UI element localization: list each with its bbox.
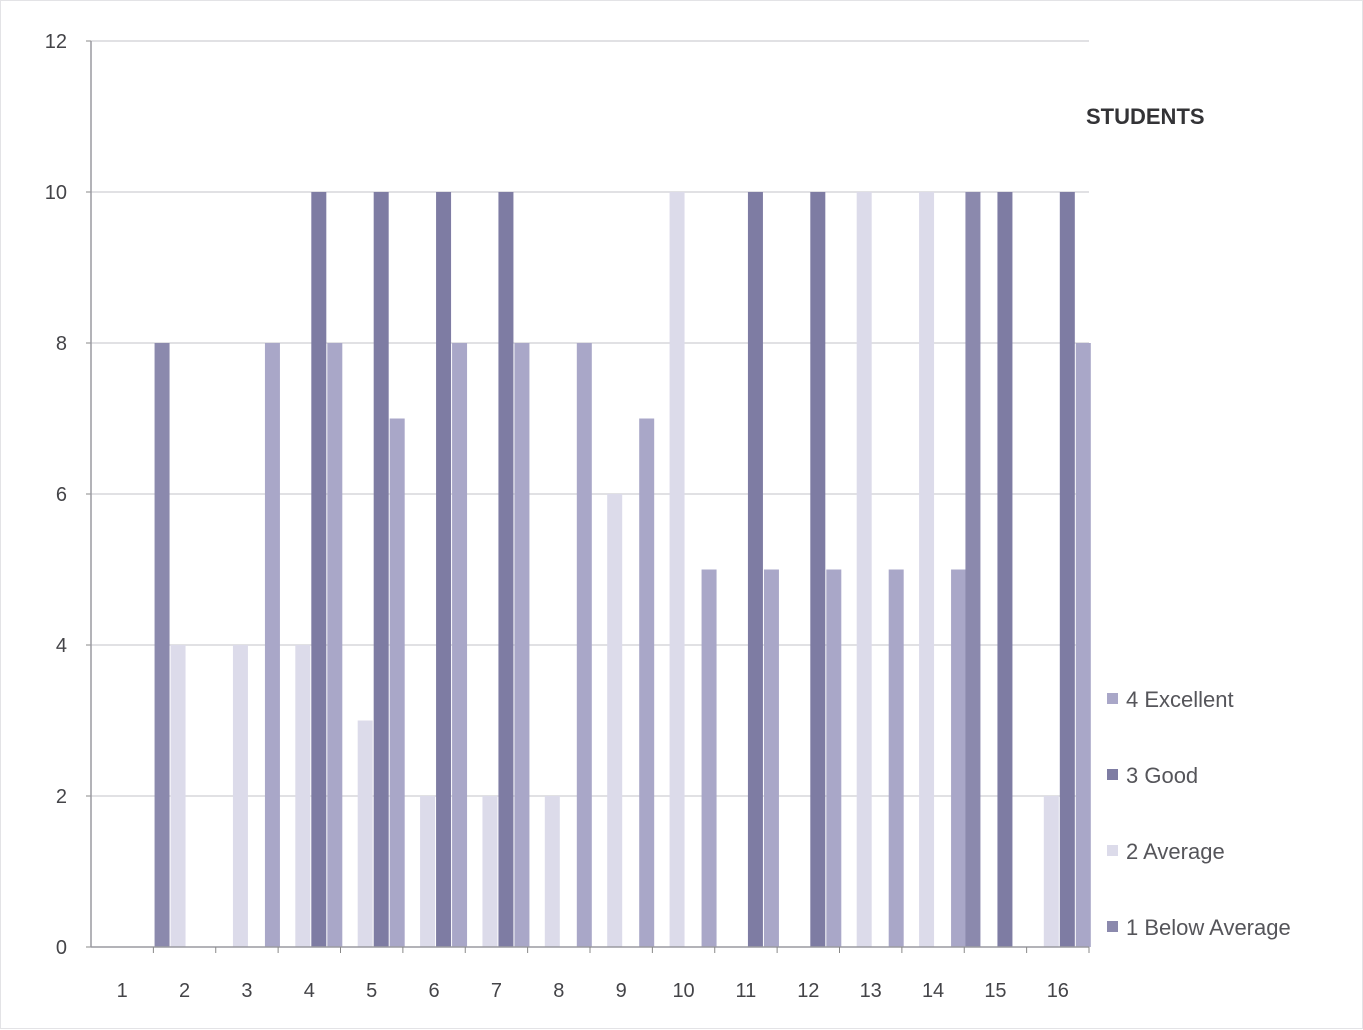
bars — [154, 192, 1091, 947]
x-tick-label: 9 — [616, 980, 627, 1002]
bar-4-excellent-3 — [264, 343, 280, 947]
y-tick-label: 2 — [56, 786, 67, 808]
y-tick-label: 10 — [45, 182, 67, 204]
x-tick-label: 2 — [179, 980, 190, 1002]
bar-2-average-16 — [1043, 796, 1059, 947]
bar-3-good-6 — [436, 192, 452, 947]
bar-4-excellent-6 — [452, 343, 468, 947]
x-tick-label: 11 — [736, 980, 757, 1002]
bar-2-average-6 — [420, 796, 436, 947]
x-tick-label: 6 — [429, 980, 440, 1002]
bar-2-average-9 — [607, 494, 623, 947]
bar-3-good-15 — [997, 192, 1013, 947]
x-tick-label: 15 — [984, 980, 1006, 1002]
x-tick-labels: 1 2 3 4 5 6 7 8 9 10 11 12 13 14 15 16 — [117, 980, 1069, 1002]
legend-swatch — [1107, 769, 1118, 780]
y-tick-label: 8 — [56, 333, 67, 355]
bar-1-below-average-15 — [965, 192, 981, 947]
x-tick-label: 16 — [1047, 980, 1069, 1002]
x-tick-label: 13 — [860, 980, 882, 1002]
y-tick-label: 12 — [45, 31, 67, 53]
bar-2-average-10 — [669, 192, 685, 947]
x-tick-label: 10 — [672, 980, 694, 1002]
bar-3-good-11 — [747, 192, 763, 947]
bar-4-excellent-9 — [639, 418, 655, 947]
bar-2-average-5 — [357, 720, 373, 947]
bar-2-average-14 — [919, 192, 935, 947]
legend-label: 2 Average — [1126, 839, 1225, 864]
x-tick-label: 7 — [491, 980, 502, 1002]
bar-2-average-4 — [295, 645, 311, 947]
bar-3-good-16 — [1059, 192, 1075, 947]
bar-4-excellent-10 — [701, 569, 717, 947]
bar-3-good-7 — [498, 192, 514, 947]
x-tick-label: 4 — [304, 980, 315, 1002]
legend-swatch — [1107, 845, 1118, 856]
x-tick-label: 5 — [366, 980, 377, 1002]
y-tick-label: 0 — [56, 937, 67, 959]
legend-label: 3 Good — [1126, 763, 1198, 788]
x-tick-label: 8 — [553, 980, 564, 1002]
bar-3-good-4 — [311, 192, 327, 947]
bar-4-excellent-14 — [951, 569, 967, 947]
legend-title: STUDENTS — [1086, 104, 1205, 129]
bar-2-average-7 — [482, 796, 498, 947]
legend-swatch — [1107, 693, 1118, 704]
axes — [86, 40, 1090, 953]
bar-4-excellent-7 — [514, 343, 530, 947]
bar-4-excellent-13 — [888, 569, 904, 947]
bar-2-average-3 — [232, 645, 248, 947]
y-tick-label: 4 — [56, 635, 67, 657]
bar-2-average-13 — [856, 192, 872, 947]
legend-label: 1 Below Average — [1126, 915, 1291, 940]
x-tick-label: 14 — [922, 980, 944, 1002]
x-tick-label: 12 — [797, 980, 819, 1002]
bar-4-excellent-4 — [327, 343, 343, 947]
bar-2-average-8 — [544, 796, 560, 947]
bar-3-good-12 — [810, 192, 826, 947]
x-tick-label: 1 — [117, 980, 128, 1002]
bar-3-good-5 — [373, 192, 389, 947]
y-tick-label: 6 — [56, 484, 67, 506]
bar-4-excellent-8 — [576, 343, 592, 947]
bar-4-excellent-12 — [826, 569, 842, 947]
y-tick-labels: 0 2 4 6 8 10 12 — [45, 31, 67, 959]
x-tick-label: 3 — [241, 980, 252, 1002]
bar-4-excellent-16 — [1075, 343, 1091, 947]
bar-1-below-average-2 — [154, 343, 170, 947]
bar-2-average-2 — [170, 645, 186, 947]
legend-swatch — [1107, 921, 1118, 932]
legend-label: 4 Excellent — [1126, 687, 1234, 712]
bar-4-excellent-5 — [389, 418, 405, 947]
legend: STUDENTS 4 Excellent 3 Good 2 Average 1 Bel… — [1086, 104, 1291, 940]
bar-4-excellent-11 — [763, 569, 779, 947]
